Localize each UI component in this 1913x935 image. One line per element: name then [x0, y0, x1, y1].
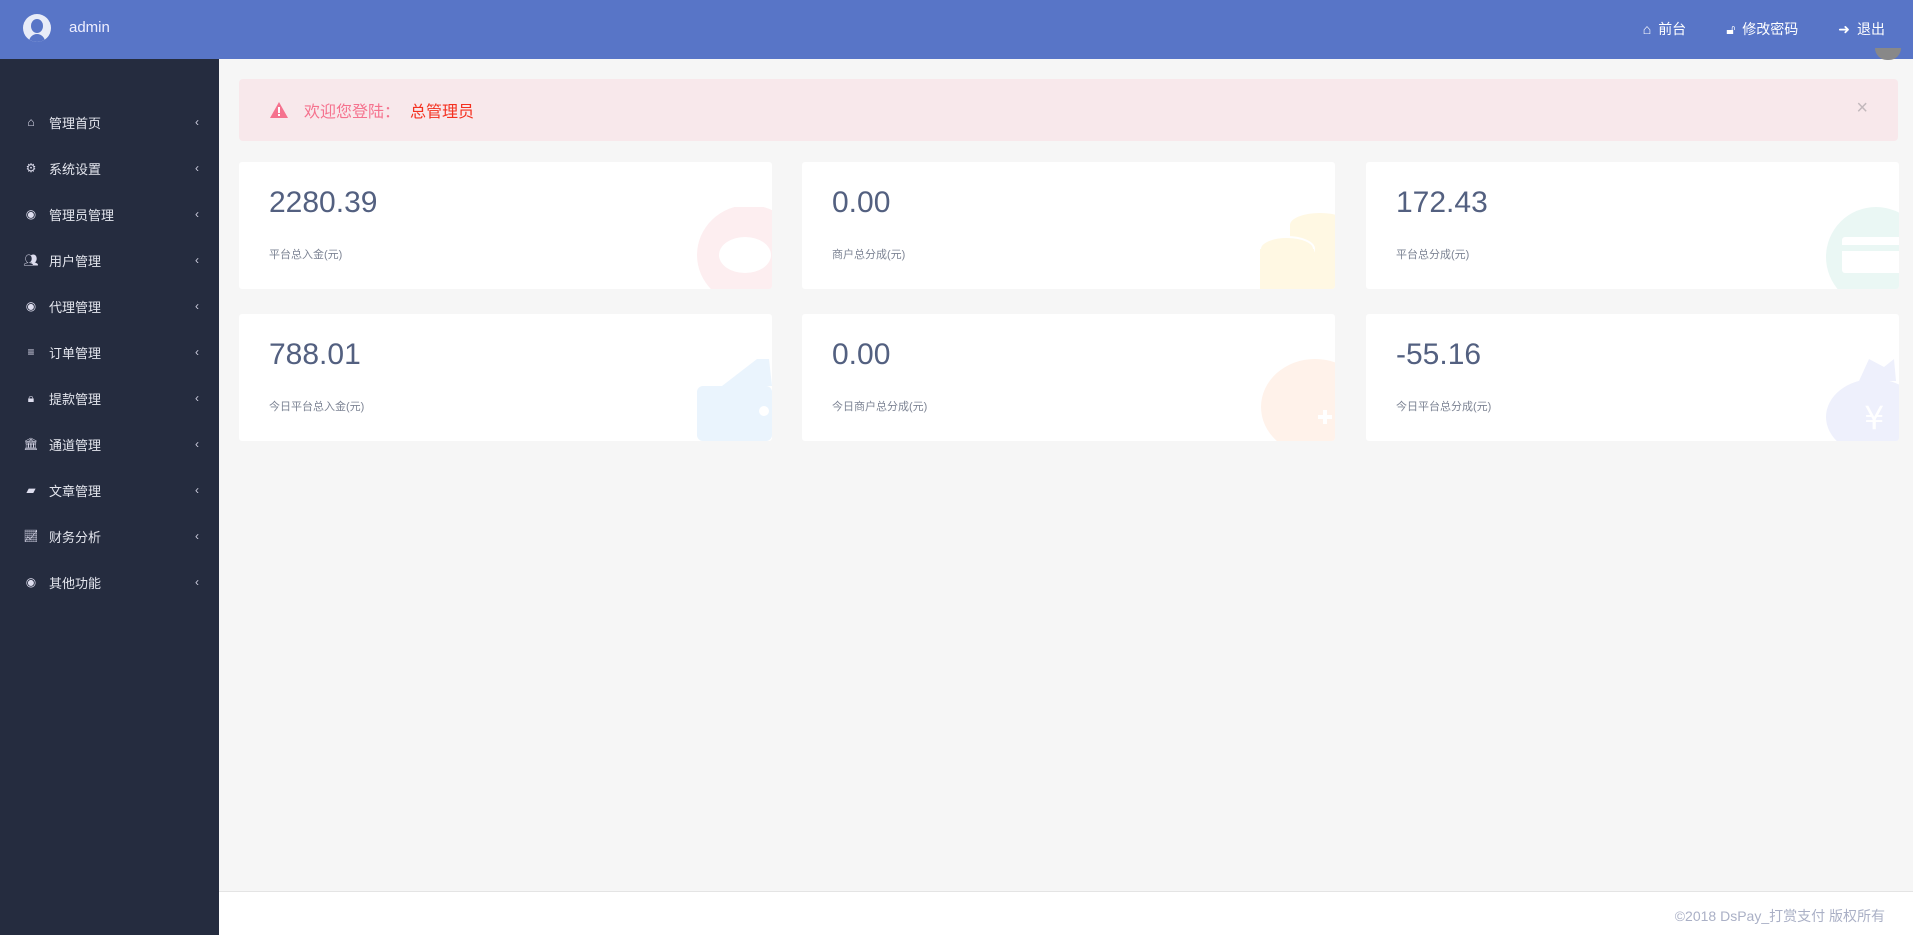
bank-icon: 🏛︎: [23, 437, 39, 451]
stat-label: 平台总入金(元): [269, 249, 343, 261]
sidebar-item-dashboard[interactable]: ⌂ 管理首页 ‹: [0, 102, 219, 142]
chevron-left-icon: ‹: [195, 575, 199, 589]
sidebar-item-label: 其他功能: [49, 575, 102, 591]
sidebar-item-label: 通道管理: [49, 437, 102, 453]
chevron-left-icon: ‹: [195, 115, 199, 129]
coins-icon: [1260, 213, 1335, 289]
footer: ©2018 DsPay_打赏支付 版权所有: [219, 891, 1913, 935]
sidebar: ⌂ 管理首页 ‹ ⚙ 系统设置 ‹ ◉ 管理员管理 ‹ 👥︎ 用户管理 ‹ ◉ 代理管理 ‹ ≡ 订单…: [0, 59, 219, 935]
sidebar-item-label: 订单管理: [49, 345, 102, 361]
credit-card-icon: [1826, 207, 1899, 289]
change-password-label: 修改密码: [1742, 21, 1799, 37]
sidebar-item-label: 文章管理: [49, 483, 102, 499]
sidebar-item-financial-analysis[interactable]: 📈︎ 财务分析 ‹: [0, 516, 219, 556]
sidebar-item-other-functions[interactable]: ◉ 其他功能 ‹: [0, 562, 219, 602]
sidebar-item-label: 代理管理: [49, 299, 102, 315]
sidebar-item-label: 管理首页: [49, 115, 102, 131]
sidebar-item-agent-management[interactable]: ◉ 代理管理 ‹: [0, 286, 219, 326]
frontend-link[interactable]: ⌂ 前台: [1643, 19, 1686, 39]
chevron-left-icon: ‹: [195, 483, 199, 497]
sidebar-item-admin-management[interactable]: ◉ 管理员管理 ‹: [0, 194, 219, 234]
close-button[interactable]: ×: [1856, 97, 1868, 119]
stat-value: 0.00: [832, 186, 891, 219]
change-password-link[interactable]: 🔓︎ 修改密码: [1726, 19, 1798, 39]
stat-value: -55.16: [1396, 338, 1482, 371]
stat-card-today-deposit: 788.01 今日平台总入金(元): [239, 314, 772, 441]
stat-value: 172.43: [1396, 186, 1488, 219]
role-text: 总管理员: [410, 104, 475, 121]
stat-value: 2280.39: [269, 186, 378, 219]
sidebar-item-system-settings[interactable]: ⚙ 系统设置 ‹: [0, 148, 219, 188]
sidebar-item-article-management[interactable]: ▰ 文章管理 ‹: [0, 470, 219, 510]
chevron-left-icon: ‹: [195, 437, 199, 451]
sidebar-item-label: 财务分析: [49, 529, 102, 545]
home-icon: ⌂: [1642, 21, 1652, 37]
chevron-left-icon: ‹: [195, 391, 199, 405]
coin-plus-icon: [1261, 359, 1335, 441]
avatar[interactable]: [23, 14, 51, 42]
stat-card-total-deposit: 2280.39 平台总入金(元): [239, 162, 772, 289]
sidebar-item-user-management[interactable]: 👥︎ 用户管理 ‹: [0, 240, 219, 280]
chevron-left-icon: ‹: [195, 299, 199, 313]
stat-card-today-merchant-share: 0.00 今日商户总分成(元): [802, 314, 1335, 441]
stat-card-merchant-share: 0.00 商户总分成(元): [802, 162, 1335, 289]
sidebar-item-order-management[interactable]: ≡ 订单管理 ‹: [0, 332, 219, 372]
unlock-icon: 🔓︎: [1726, 20, 1736, 37]
sidebar-item-label: 提款管理: [49, 391, 102, 407]
stat-label: 平台总分成(元): [1396, 249, 1470, 261]
stat-label: 今日商户总分成(元): [832, 401, 928, 413]
sidebar-item-withdrawal-management[interactable]: 🔒︎ 提款管理 ‹: [0, 378, 219, 418]
line-chart-icon: 📈︎: [23, 529, 39, 543]
scroll-indicator[interactable]: [1875, 48, 1901, 60]
logout-label: 退出: [1857, 21, 1885, 37]
stat-value: 788.01: [269, 338, 361, 371]
stat-card-platform-share: 172.43 平台总分成(元): [1366, 162, 1899, 289]
chevron-left-icon: ‹: [195, 253, 199, 267]
warning-icon: [270, 102, 288, 118]
svg-text:¥: ¥: [1864, 399, 1884, 437]
user-circle-icon: ◉: [25, 299, 37, 313]
sidebar-item-label: 管理员管理: [49, 207, 115, 223]
book-icon: ▰: [26, 483, 36, 497]
chevron-left-icon: ‹: [195, 207, 199, 221]
stat-value: 0.00: [832, 338, 891, 371]
lock-icon: 🔒︎: [27, 390, 35, 405]
chevron-left-icon: ‹: [195, 345, 199, 359]
top-nav: ⌂ 前台 🔓︎ 修改密码 ➜ 退出: [1643, 19, 1885, 39]
users-icon: 👥︎: [23, 253, 39, 267]
wallet-icon: [697, 359, 772, 441]
money-bag-icon: ¥: [1826, 359, 1899, 441]
piggy-bank-icon: [697, 207, 772, 289]
chevron-left-icon: ‹: [195, 161, 199, 175]
user-circle-icon: ◉: [25, 207, 37, 221]
cogs-icon: ⚙: [25, 161, 37, 175]
logout-link[interactable]: ➜ 退出: [1838, 19, 1885, 39]
chevron-left-icon: ‹: [195, 529, 199, 543]
sign-out-icon: ➜: [1838, 20, 1850, 37]
username[interactable]: admin: [69, 19, 110, 36]
frontend-label: 前台: [1658, 21, 1687, 37]
sidebar-item-label: 系统设置: [49, 161, 102, 177]
top-bar: admin ⌂ 前台 🔓︎ 修改密码 ➜ 退出: [0, 0, 1913, 59]
user-circle-icon: ◉: [25, 575, 37, 589]
welcome-alert: 欢迎您登陆： 总管理员 ×: [239, 79, 1898, 141]
welcome-text: 欢迎您登陆：: [304, 104, 401, 121]
sidebar-item-channel-management[interactable]: 🏛︎ 通道管理 ‹: [0, 424, 219, 464]
copyright-text: ©2018 DsPay_打赏支付 版权所有: [1674, 908, 1885, 924]
sidebar-item-label: 用户管理: [49, 253, 102, 269]
stat-label: 商户总分成(元): [832, 249, 906, 261]
stat-card-today-platform-share: -55.16 今日平台总分成(元) ¥: [1366, 314, 1899, 441]
home-icon: ⌂: [27, 115, 35, 129]
stat-label: 今日平台总分成(元): [1396, 401, 1492, 413]
list-icon: ≡: [27, 345, 35, 359]
stat-label: 今日平台总入金(元): [269, 401, 365, 413]
